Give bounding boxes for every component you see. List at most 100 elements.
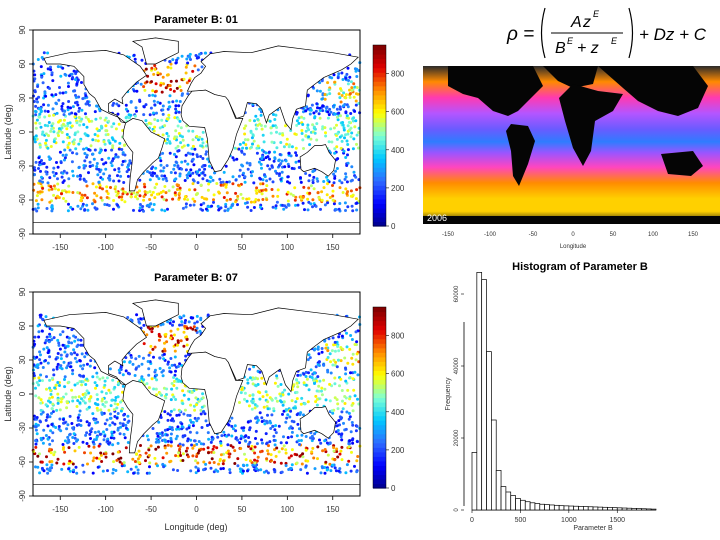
sample-point <box>132 89 136 93</box>
sample-point <box>295 461 299 465</box>
sample-point <box>163 174 167 178</box>
sample-point <box>344 96 347 100</box>
y-tick-label: -60 <box>18 194 27 206</box>
sample-point <box>176 339 180 343</box>
sample-point <box>41 186 45 190</box>
sample-point <box>266 413 269 417</box>
sample-point <box>295 153 298 157</box>
sample-point <box>95 384 99 387</box>
sample-point <box>335 123 338 127</box>
sample-point <box>189 168 193 172</box>
sample-point <box>230 416 234 420</box>
histogram-bar <box>524 501 531 511</box>
sample-point <box>178 100 182 103</box>
sample-point <box>67 446 71 450</box>
sample-point <box>343 402 347 405</box>
sample-point <box>83 152 87 155</box>
sample-point <box>217 190 221 194</box>
sample-point <box>118 421 122 425</box>
sample-point <box>151 93 155 97</box>
sample-point <box>155 373 159 377</box>
sample-point <box>339 449 343 453</box>
sample-point <box>269 427 273 430</box>
sample-point <box>37 330 41 334</box>
sample-point <box>204 462 208 466</box>
sample-point <box>313 382 316 385</box>
sample-point <box>49 392 53 396</box>
sample-point <box>89 451 93 455</box>
sample-point <box>301 138 305 142</box>
sample-point <box>65 133 69 136</box>
sample-point <box>154 447 158 451</box>
sample-point <box>76 416 80 420</box>
sample-point <box>53 187 57 191</box>
sample-point <box>80 108 84 112</box>
sample-point <box>80 196 83 200</box>
sample-point <box>238 168 242 172</box>
satellite-xtick: 0 <box>571 232 575 238</box>
sample-point <box>85 203 89 207</box>
x-tick-label: 50 <box>237 243 246 252</box>
sample-point <box>239 391 243 395</box>
sample-point <box>219 441 223 445</box>
sample-point <box>108 416 112 420</box>
sample-point <box>55 161 58 164</box>
sample-point <box>335 107 339 111</box>
sample-point <box>35 118 39 122</box>
sample-point <box>115 102 119 106</box>
sample-point <box>224 185 228 189</box>
sample-point <box>50 127 54 131</box>
sample-point <box>315 403 319 407</box>
sample-point <box>233 462 237 465</box>
sample-point <box>148 190 152 194</box>
sample-point <box>314 365 318 369</box>
sample-point <box>134 367 138 371</box>
sample-point <box>228 468 232 472</box>
sample-point <box>91 138 95 142</box>
sample-point <box>85 377 89 381</box>
sample-point <box>141 205 145 208</box>
sample-point <box>127 116 131 120</box>
sample-point <box>183 179 187 182</box>
sample-point <box>302 147 305 150</box>
sample-point <box>67 141 71 145</box>
sample-point <box>111 468 115 471</box>
sample-point <box>346 82 350 86</box>
sample-point <box>35 381 39 384</box>
sample-point <box>301 123 305 126</box>
sample-point <box>39 398 43 402</box>
sample-point <box>39 373 43 377</box>
sample-point <box>63 350 67 354</box>
sample-point <box>71 191 75 194</box>
sample-point <box>202 201 206 205</box>
sample-point <box>158 356 162 360</box>
sample-point <box>330 409 334 413</box>
histogram-bar <box>645 508 652 511</box>
sample-point <box>159 169 163 173</box>
sample-point <box>128 360 132 364</box>
histogram-bar <box>529 502 536 511</box>
sample-point <box>79 199 83 202</box>
sample-point <box>91 152 95 156</box>
sample-point <box>231 445 235 449</box>
sample-point <box>174 104 178 108</box>
sample-point <box>206 423 209 427</box>
sample-point <box>39 361 43 365</box>
sample-point <box>80 383 84 387</box>
sample-point <box>320 389 323 393</box>
sample-point <box>285 142 289 146</box>
sample-point <box>283 165 287 169</box>
sample-point <box>323 466 327 469</box>
colorbar-tick-label: 800 <box>391 332 405 341</box>
histogram-bar <box>471 452 478 511</box>
sample-point <box>354 197 358 201</box>
sample-point <box>191 152 195 156</box>
sample-point <box>65 427 69 431</box>
sample-point <box>276 194 280 198</box>
sample-point <box>222 459 225 463</box>
sample-point <box>97 444 101 448</box>
sample-point <box>350 204 354 208</box>
sample-point <box>284 159 288 163</box>
sample-point <box>260 438 264 442</box>
sample-point <box>294 400 298 404</box>
